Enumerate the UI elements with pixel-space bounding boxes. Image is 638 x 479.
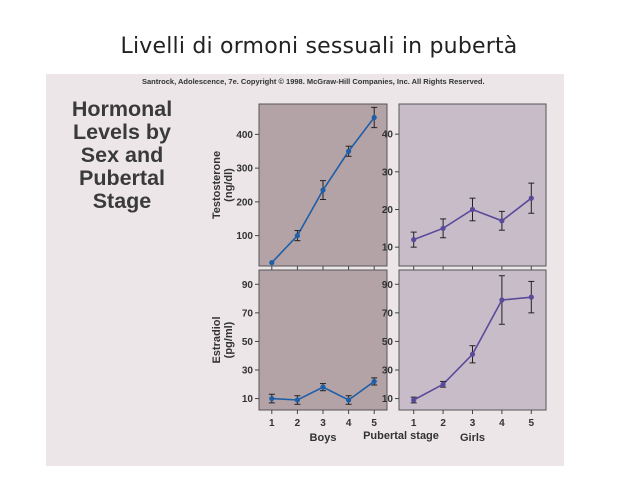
x-tick-label: 1 <box>411 418 417 429</box>
data-point <box>346 397 352 403</box>
data-point <box>528 294 534 300</box>
slide-title: Livelli di ormoni sessuali in pubertà <box>120 34 518 59</box>
y-tick-label: 50 <box>382 337 394 348</box>
y-tick-label: 10 <box>242 394 254 405</box>
data-point <box>469 206 476 213</box>
copyright-credit: Santrock, Adolescence, 7e. Copyright © 1… <box>142 77 485 86</box>
y-tick-label: 400 <box>236 130 253 141</box>
figure-title-line: Levels by <box>73 120 171 144</box>
figure-title-line: Stage <box>92 189 152 213</box>
data-point <box>371 378 377 385</box>
data-point <box>294 233 300 239</box>
figure-panel: Santrock, Adolescence, 7e. Copyright © 1… <box>46 74 564 466</box>
y-axis-label: Estradiol(pg/ml) <box>211 316 235 363</box>
data-point <box>320 384 326 390</box>
y-tick-label: 70 <box>382 308 394 319</box>
chart-girls-testosterone: 10 20 30 40 <box>382 103 547 270</box>
x-tick-label: 5 <box>371 418 377 429</box>
x-tick-label: 5 <box>529 418 535 429</box>
data-point <box>269 260 275 266</box>
y-tick-label: 100 <box>236 231 253 242</box>
y-tick-label: 30 <box>242 366 254 377</box>
x-axis-label: Girls <box>460 432 485 444</box>
y-axis-label: Testosterone(ng/dl) <box>211 151 235 219</box>
x-axis-label: Boys <box>310 432 337 444</box>
x-tick-label: 4 <box>499 418 505 429</box>
y-axis-label-line: (ng/dl) <box>223 168 235 202</box>
y-tick-label: 20 <box>382 205 394 216</box>
y-tick-label: 30 <box>382 366 394 377</box>
y-tick-label: 10 <box>382 394 394 405</box>
y-axis-label-line: Estradiol <box>211 316 223 363</box>
y-tick-label: 50 <box>242 337 254 348</box>
data-point <box>294 397 300 403</box>
plot-area <box>398 269 547 411</box>
x-tick-label: 2 <box>295 418 301 429</box>
data-point <box>371 114 377 121</box>
y-axis-label-line: Testosterone <box>211 151 223 219</box>
data-point <box>499 297 505 303</box>
chart-girls-estradiol: 10 30 50 70 90 1 2 3 4 5 Girls <box>382 269 547 444</box>
figure-title: Hormonal Levels by Sex and Pubertal Stag… <box>54 98 190 213</box>
data-point <box>346 148 352 154</box>
data-point <box>528 195 534 201</box>
y-tick-label: 30 <box>382 167 394 178</box>
data-point <box>499 218 505 224</box>
y-tick-label: 200 <box>236 197 253 208</box>
x-tick-label: 3 <box>320 418 326 429</box>
figure-title-line: Hormonal <box>71 97 173 121</box>
hormone-charts: 100200300400Testosterone(ng/dl)102030401… <box>211 103 547 444</box>
x-tick-label: 3 <box>470 418 476 429</box>
data-point <box>440 225 446 231</box>
y-tick-label: 90 <box>382 280 394 291</box>
data-point <box>320 187 326 193</box>
data-point <box>440 381 446 387</box>
y-tick-label: 300 <box>236 164 253 175</box>
shared-x-axis-label: Pubertal stage <box>363 430 439 442</box>
data-point <box>411 397 417 403</box>
x-tick-label: 1 <box>269 418 275 429</box>
y-tick-label: 40 <box>382 130 394 141</box>
x-tick-label: 2 <box>440 418 446 429</box>
y-tick-label: 70 <box>242 308 254 319</box>
chart-boys-estradiol: 10 30 50 70 90 1 2 3 4 5 Boys Estradiol(pg/ml) <box>211 269 388 444</box>
y-tick-label: 10 <box>382 243 394 254</box>
y-tick-label: 90 <box>242 280 254 291</box>
figure-title-line: Sex and <box>80 143 164 167</box>
data-point <box>411 237 417 243</box>
y-axis-label-line: (pg/ml) <box>223 321 235 358</box>
figure-title-line: Pubertal <box>78 166 166 190</box>
data-point <box>469 351 476 357</box>
x-tick-label: 4 <box>346 418 352 429</box>
data-point <box>269 395 275 402</box>
plot-area <box>398 103 547 267</box>
